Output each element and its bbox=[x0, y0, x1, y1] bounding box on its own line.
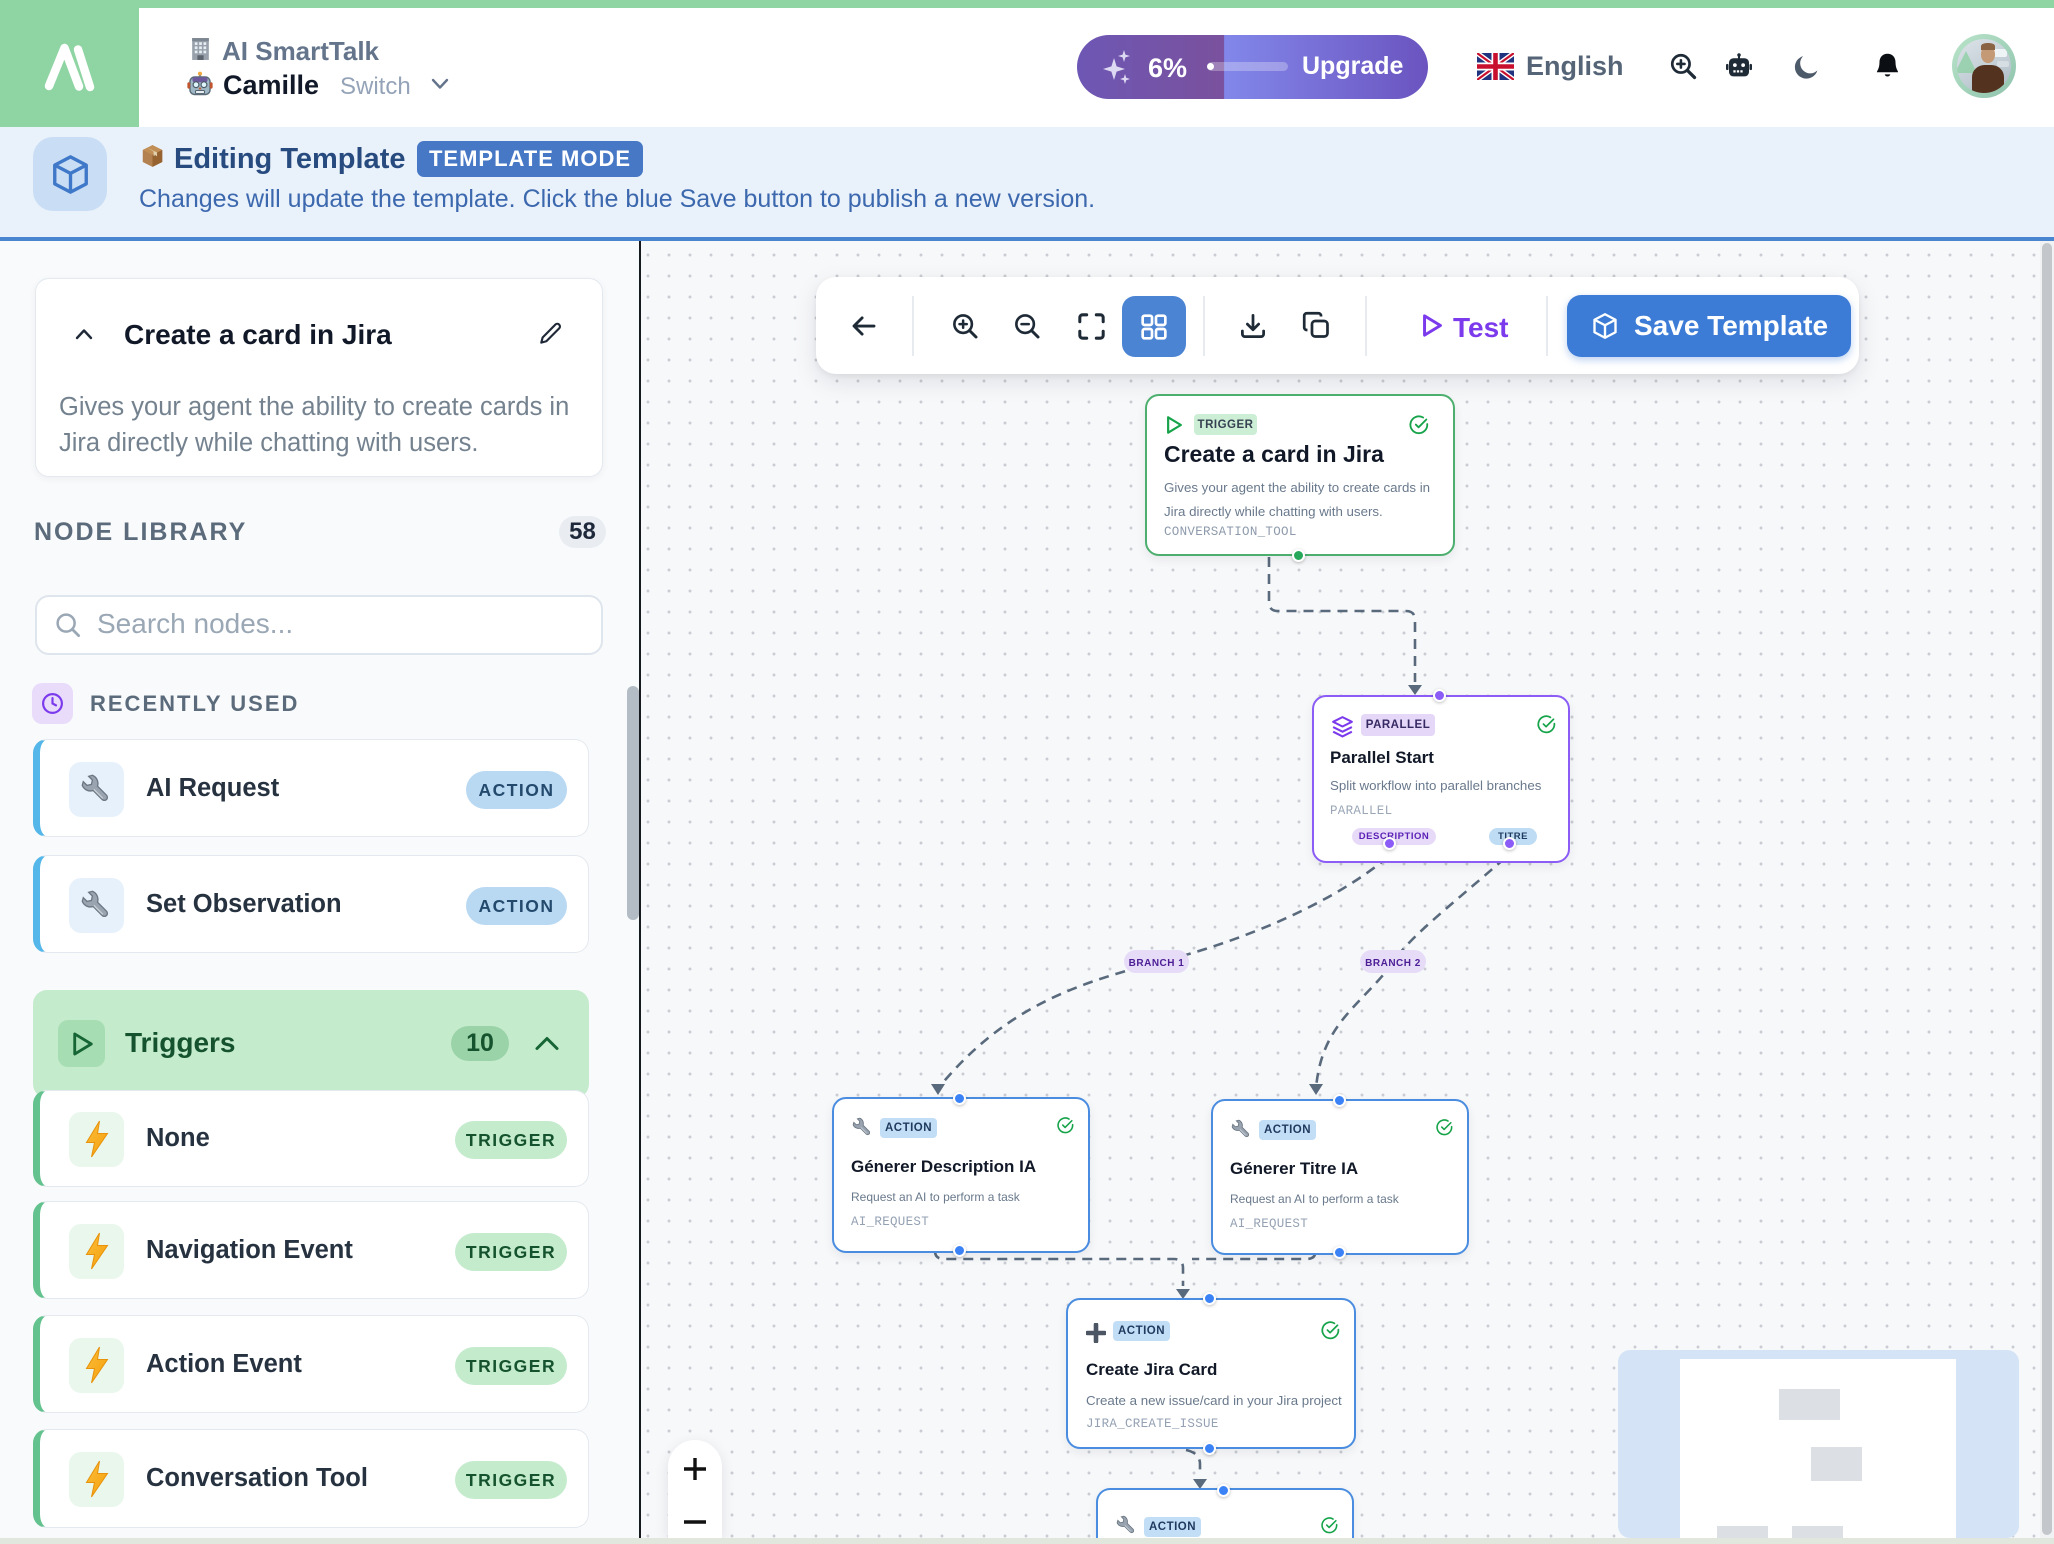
svg-text:BRANCH 1: BRANCH 1 bbox=[1129, 958, 1185, 969]
svg-text:BRANCH 2: BRANCH 2 bbox=[1365, 958, 1421, 969]
